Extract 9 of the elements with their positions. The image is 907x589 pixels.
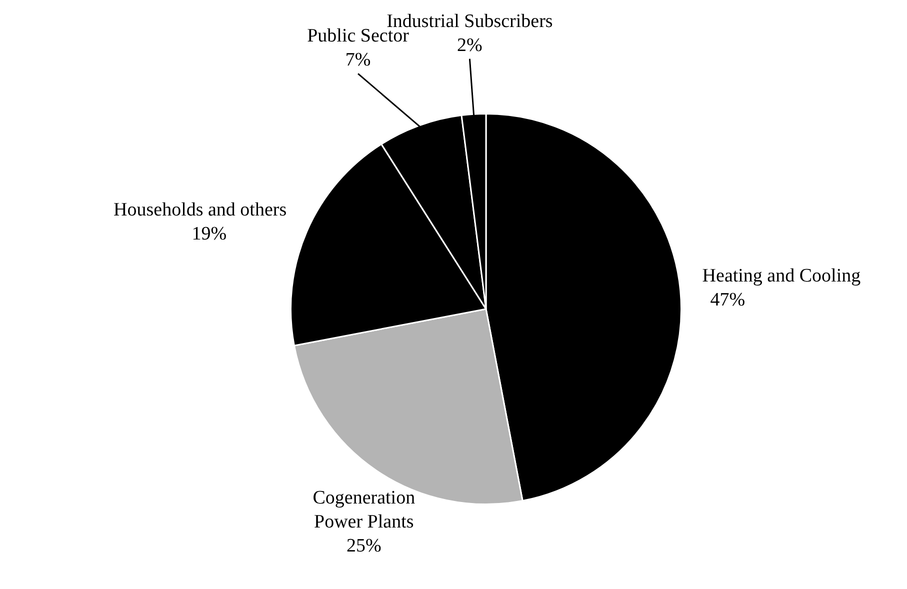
data-label: 2%: [457, 34, 483, 56]
slice-label: Cogeneration Power Plants: [312, 488, 416, 533]
slice-label: Heating and Cooling: [702, 266, 862, 287]
data-label: 25%: [346, 536, 382, 557]
slice-label: Industrial Subscribers: [386, 10, 553, 32]
slice-label: Households and others: [114, 200, 287, 221]
data-label: 19%: [192, 224, 227, 245]
data-label: 47%: [710, 290, 746, 311]
data-label: 7%: [345, 50, 371, 71]
